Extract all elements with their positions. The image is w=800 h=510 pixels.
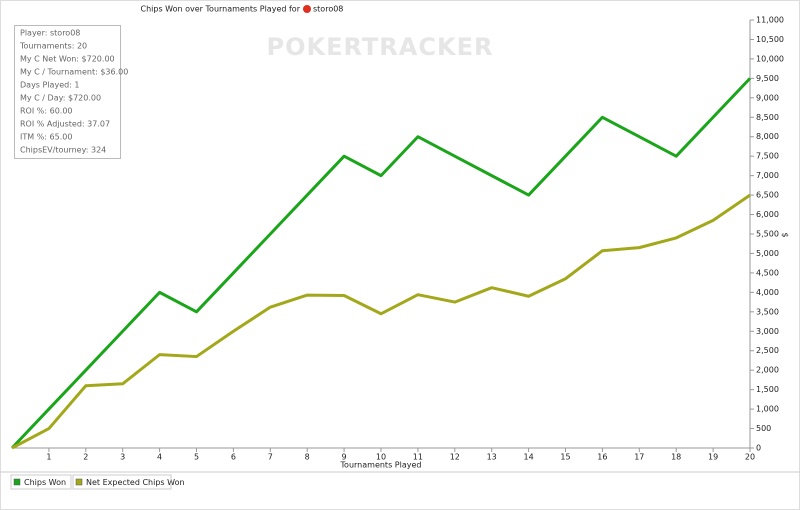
info-lines: Player: storo08 Tournaments: 20 My C Net W… <box>19 29 128 155</box>
x-tick-label: 6 <box>231 453 236 462</box>
y-tick-label: 3,500 <box>756 307 779 316</box>
x-axis-label: Tournaments Played <box>340 461 422 470</box>
chart-title: Chips Won over Tournaments Played for <box>141 5 301 14</box>
info-line: Player: storo08 <box>20 29 80 38</box>
x-tick-label: 4 <box>157 453 162 462</box>
info-line: ChipsEV/tourney: 324 <box>20 146 106 155</box>
x-tick-label: 14 <box>524 453 534 462</box>
x-tick-label: 10 <box>376 453 386 462</box>
y-tick-label: 2,000 <box>756 366 779 375</box>
x-tick-label: 18 <box>671 453 681 462</box>
y-tick-label: 2,500 <box>756 346 779 355</box>
y-tick-label: 4,000 <box>756 288 779 297</box>
x-tick-label: 16 <box>597 453 607 462</box>
x-tick-label: 11 <box>413 453 423 462</box>
series-line <box>11 193 751 450</box>
legend-label: Net Expected Chips Won <box>86 478 185 487</box>
x-tick-label: 3 <box>120 453 125 462</box>
y-tick-label: 1,000 <box>756 405 779 414</box>
x-tick-label: 1 <box>46 453 51 462</box>
y-tick-label: 9,000 <box>756 93 779 102</box>
y-tick-label: 5,500 <box>756 230 779 239</box>
y-tick-label: 5,000 <box>756 249 779 258</box>
y-tick-label: 7,500 <box>756 152 779 161</box>
y-tick-label: 1,500 <box>756 385 779 394</box>
info-line: ROI %: 60.00 <box>20 107 73 116</box>
info-line: Tournaments: 20 <box>19 42 87 51</box>
x-tick-label: 7 <box>268 453 273 462</box>
plot <box>10 77 752 450</box>
x-tick-label: 20 <box>745 453 755 462</box>
y-tick-label: 3,000 <box>756 327 779 336</box>
info-line: ROI % Adjusted: 37.07 <box>20 120 110 129</box>
legend-swatch <box>75 478 83 486</box>
legend-item-box <box>10 474 72 490</box>
y-tick-label: 10,500 <box>756 35 784 44</box>
y-tick-label: 6,500 <box>756 191 779 200</box>
y-tick-label: 11,000 <box>756 16 784 25</box>
y-tick-label: 7,000 <box>756 171 779 180</box>
info-box <box>14 25 121 159</box>
x-tick-label: 8 <box>305 453 310 462</box>
x-tick-label: 15 <box>560 453 570 462</box>
legend: Chips Won Net Expected Chips Won <box>10 474 185 490</box>
x-tick-label: 17 <box>634 453 644 462</box>
info-line: My C Net Won: $720.00 <box>20 55 115 64</box>
x-tick-label: 12 <box>450 453 460 462</box>
y-tick-label: 10,000 <box>756 54 784 63</box>
x-tick-label: 2 <box>83 453 88 462</box>
x-tick-label: 5 <box>194 453 199 462</box>
info-line: Days Played: 1 <box>20 81 80 90</box>
x-tick-label: 9 <box>342 453 347 462</box>
legend-label: Chips Won <box>24 478 66 487</box>
legend-item-box <box>72 474 172 490</box>
watermark: POKERTRACKER <box>267 33 494 61</box>
y-tick-label: 0 <box>756 444 761 453</box>
info-line: My C / Day: $720.00 <box>20 94 101 103</box>
info-line: ITM %: 65.00 <box>20 133 72 142</box>
y-tick-label: 4,500 <box>756 268 779 277</box>
y-tick-label: 8,500 <box>756 113 779 122</box>
player-icon <box>303 5 311 13</box>
y-tick-label: 8,000 <box>756 132 779 141</box>
x-tick-label: 13 <box>487 453 497 462</box>
legend-swatch <box>13 478 21 486</box>
x-tick-label: 19 <box>708 453 718 462</box>
y-tick-label: 6,000 <box>756 210 779 219</box>
player-name: storo08 <box>313 5 343 14</box>
y-tick-label: 500 <box>756 424 771 433</box>
info-line: My C / Tournament: $36.00 <box>20 68 128 77</box>
series-line <box>10 77 752 450</box>
y-tick-label: 9,500 <box>756 74 779 83</box>
y-axis-label: $ <box>781 232 790 237</box>
